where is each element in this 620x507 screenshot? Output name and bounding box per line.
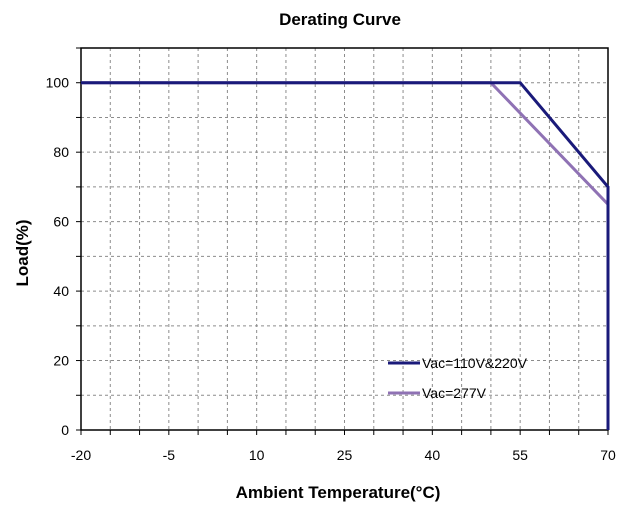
- x-tick-label: 25: [337, 447, 353, 463]
- y-tick-label: 20: [53, 353, 69, 369]
- y-tick-label: 0: [61, 422, 69, 438]
- chart-title: Derating Curve: [279, 10, 401, 29]
- legend-label-vac-277v: Vac=277V: [422, 385, 487, 401]
- y-tick-label: 60: [53, 214, 69, 230]
- series-line-vac-110v-220v: [81, 81, 610, 430]
- axes: [76, 47, 609, 435]
- y-tick-label: 40: [53, 283, 69, 299]
- y-tick-label: 80: [53, 144, 69, 160]
- series-lines: [81, 81, 610, 430]
- legend: Vac=110V&220V Vac=277V: [388, 355, 528, 401]
- grid: [81, 48, 608, 430]
- x-tick-label: -20: [71, 447, 91, 463]
- legend-label-vac-110v-220v: Vac=110V&220V: [422, 355, 528, 371]
- x-tick-label: -5: [163, 447, 176, 463]
- y-axis-label: Load(%): [13, 219, 32, 286]
- tick-labels: -20 -5 10 25 40 55 70 0 20 40 60 80 100: [46, 75, 616, 463]
- x-tick-label: 70: [600, 447, 616, 463]
- y-tick-label: 100: [46, 75, 70, 91]
- x-tick-label: 55: [512, 447, 528, 463]
- x-axis-label: Ambient Temperature(°C): [236, 483, 441, 502]
- x-tick-label: 40: [425, 447, 441, 463]
- x-tick-label: 10: [249, 447, 265, 463]
